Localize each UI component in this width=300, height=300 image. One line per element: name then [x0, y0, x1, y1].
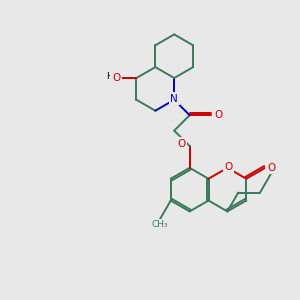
Text: O: O — [224, 162, 232, 172]
Text: O: O — [178, 139, 186, 149]
Text: O: O — [112, 73, 120, 83]
Text: O: O — [267, 163, 275, 173]
Text: H: H — [106, 71, 112, 80]
Text: O: O — [214, 110, 223, 120]
Text: N: N — [170, 94, 178, 104]
Text: CH₃: CH₃ — [152, 220, 168, 229]
